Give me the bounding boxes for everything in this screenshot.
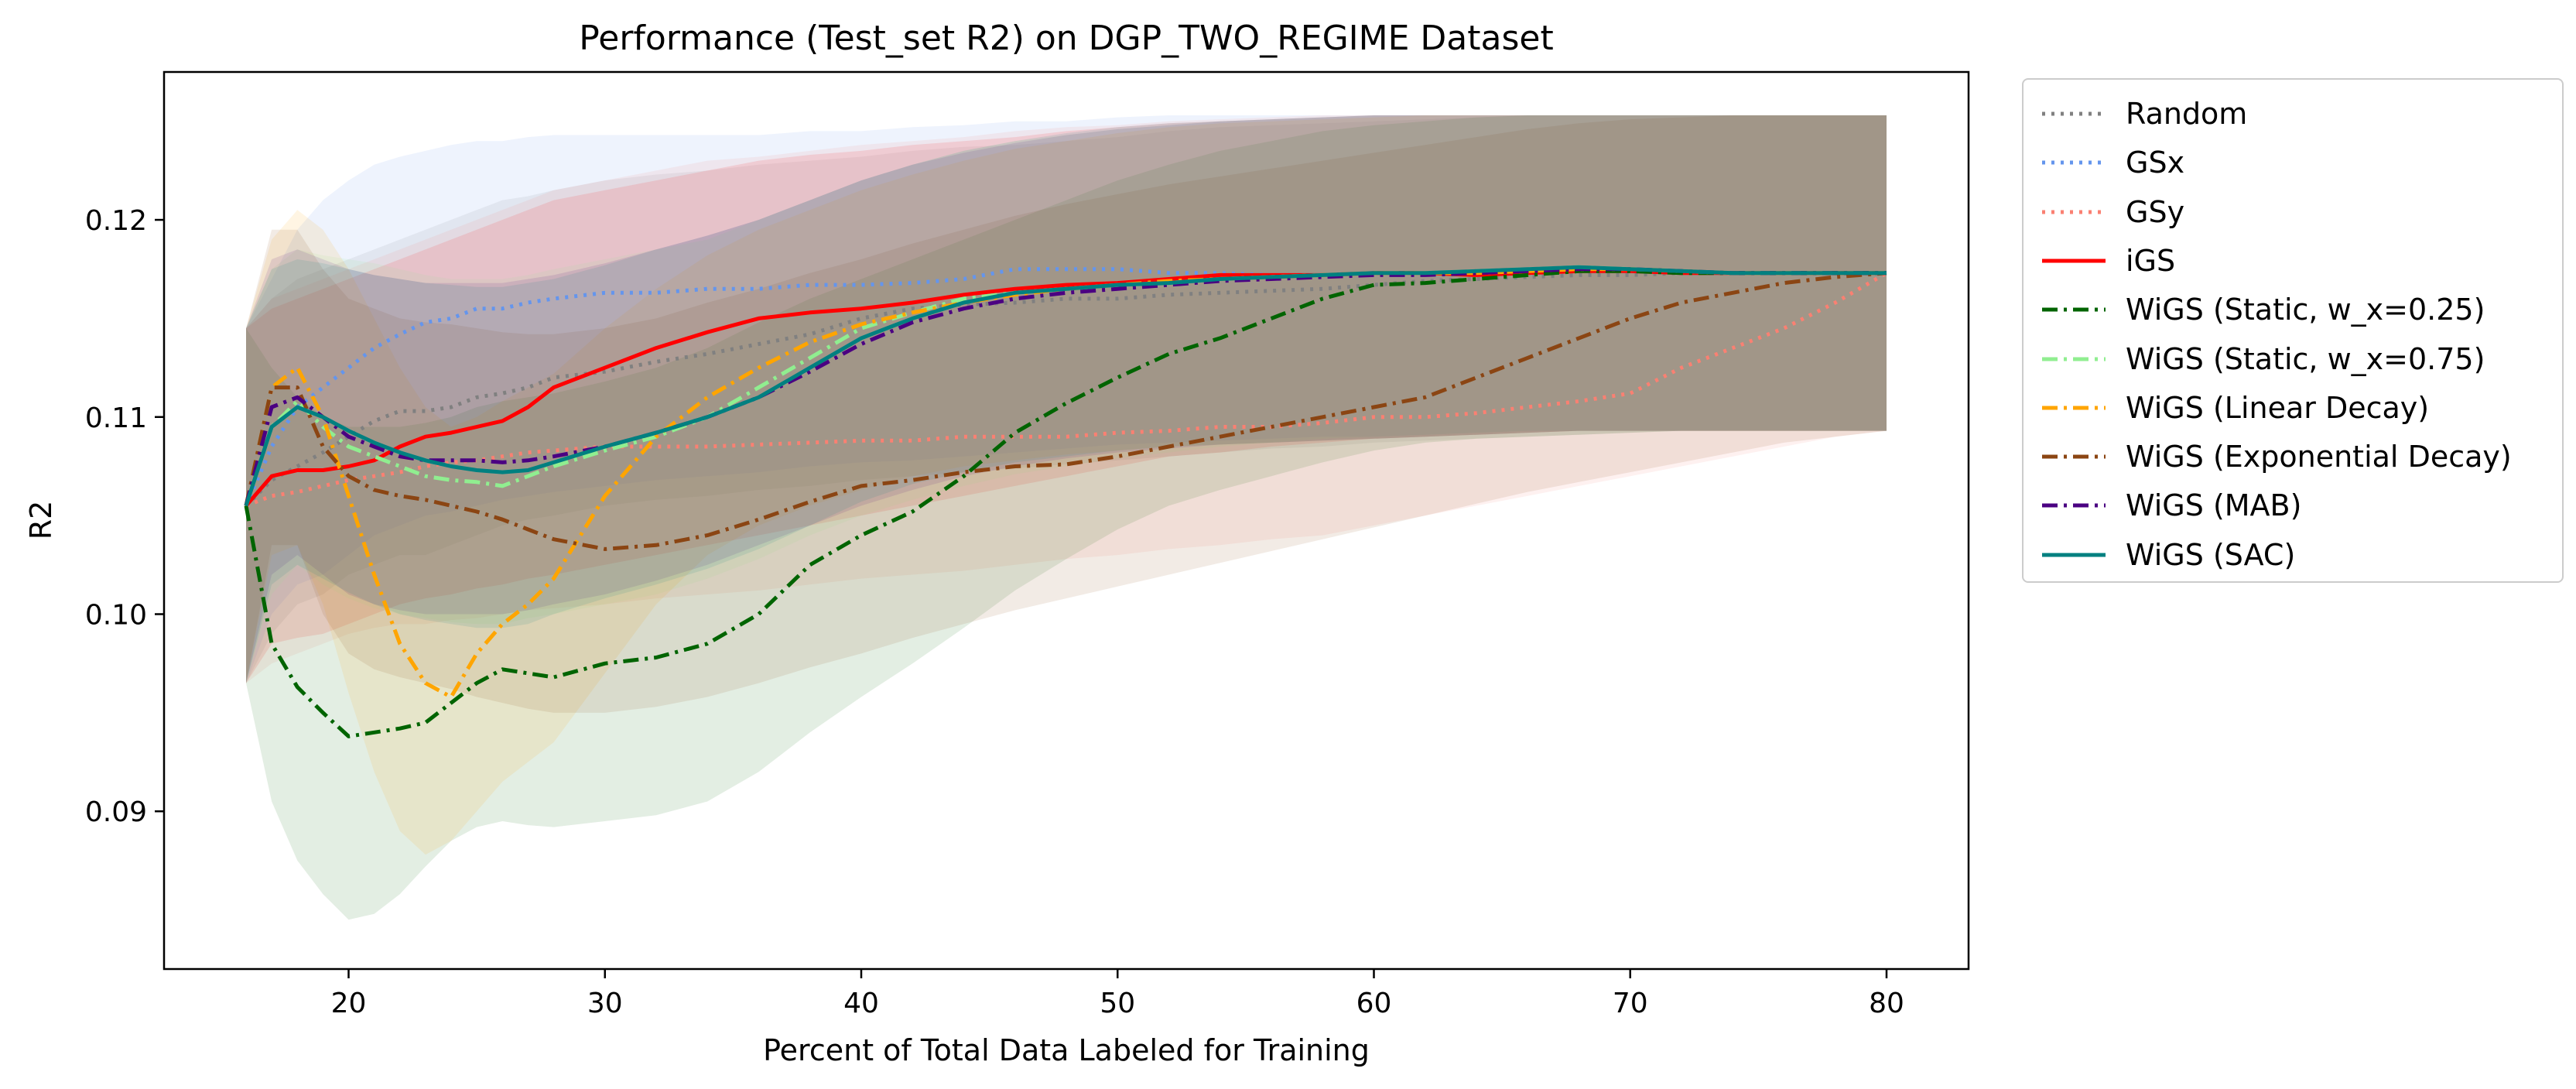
legend-item-gsx: GSx [2024,139,2565,187]
legend-label: WiGS (MAB) [2126,488,2302,523]
legend-item-igs: iGS [2024,238,2565,286]
chart-title: Performance (Test_set R2) on DGP_TWO_REG… [579,19,1553,58]
legend-swatch [2042,111,2106,116]
legend-label: WiGS (Linear Decay) [2126,390,2430,425]
legend-item-gsy: GSy [2024,189,2565,237]
legend-label: WiGS (Static, w_x=0.25) [2126,293,2485,327]
x-tick-label: 70 [1613,988,1648,1019]
legend-label: WiGS (Exponential Decay) [2126,440,2512,474]
line-igs [245,269,1887,508]
x-tick-label: 80 [1869,988,1904,1019]
legend-item-wigs-sac: WiGS (SAC) [2024,532,2565,580]
line-wigs-static-w-x-0-25 [244,269,1887,738]
legend-label: WiGS (Static, w_x=0.75) [2126,341,2485,376]
legend: Random GSx GSy iGS WiGS (Static, w_x=0.25) Wi… [2022,78,2564,583]
y-tick-label: 0.09 [85,796,147,828]
x-axis-label: Percent of Total Data Labeled for Traini… [763,1033,1370,1067]
y-tick-label: 0.10 [85,599,147,631]
band-gsx [246,115,1887,683]
band-igs [246,115,1887,683]
legend-swatch [2042,307,2106,312]
band-wigs-exponential-decay [246,115,1887,713]
legend-label: GSx [2126,146,2185,180]
line-wigs-linear-decay [244,267,1887,699]
line-random [245,271,1887,508]
legend-item-wigs-static-w-x-0-75: WiGS (Static, w_x=0.75) [2024,336,2565,384]
x-tick-label: 50 [1100,988,1135,1019]
y-tick-label: 0.12 [85,205,147,237]
confidence-bands [246,115,1887,920]
x-tick-label: 60 [1356,988,1392,1019]
legend-item-wigs-static-w-x-0-25: WiGS (Static, w_x=0.25) [2024,286,2565,334]
y-axis-label: R2 [24,501,58,540]
y-axis: 0.09 0.10 0.11 0.12 [85,205,164,828]
x-tick-label: 30 [587,988,623,1019]
legend-label: Random [2126,97,2248,131]
legend-swatch [2042,160,2106,165]
legend-swatch [2042,259,2106,263]
legend-label: iGS [2126,243,2176,278]
plot-frame [162,70,1970,971]
band-random [246,115,1887,683]
legend-item-random: Random [2024,91,2565,139]
legend-item-wigs-exponential-decay: WiGS (Exponential Decay) [2024,433,2565,481]
x-tick-label: 20 [331,988,367,1019]
line-wigs-exponential-decay [244,271,1887,551]
x-axis: 20 30 40 50 60 70 80 [331,969,1904,1019]
legend-swatch [2042,357,2106,361]
legend-swatch [2042,406,2106,410]
legend-swatch [2042,210,2106,214]
line-wigs-sac [244,265,1887,507]
legend-swatch [2042,503,2106,508]
band-wigs-static-w-x-0-25 [246,115,1887,920]
series-lines [244,265,1888,738]
legend-label: GSy [2126,194,2185,229]
band-wigs-mab [246,115,1887,683]
legend-label: WiGS (SAC) [2126,537,2296,572]
band-gsy [246,115,1887,683]
x-tick-label: 40 [843,988,879,1019]
y-tick-label: 0.11 [85,402,147,434]
legend-item-wigs-linear-decay: WiGS (Linear Decay) [2024,385,2565,433]
line-wigs-mab [244,267,1887,507]
legend-swatch [2042,553,2106,557]
band-wigs-sac [246,115,1887,683]
band-wigs-static-w-x-0-75 [246,115,1887,683]
band-wigs-linear-decay [246,115,1887,855]
legend-item-wigs-mab: WiGS (MAB) [2024,482,2565,530]
legend-swatch [2042,454,2106,459]
